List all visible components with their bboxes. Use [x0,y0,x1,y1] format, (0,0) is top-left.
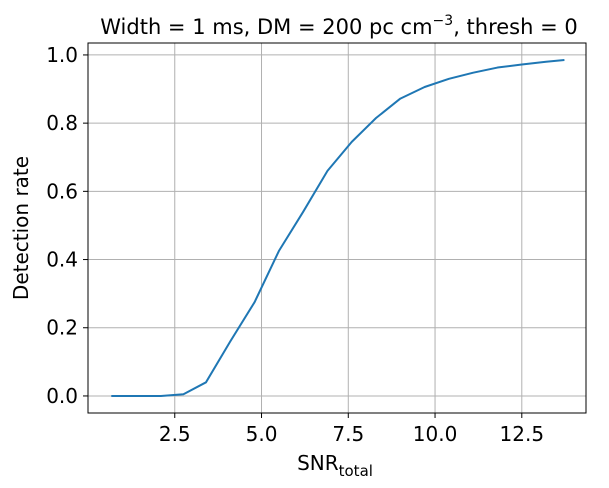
x-tick-label: 2.5 [159,422,191,446]
y-tick-label: 0.2 [46,316,78,340]
x-tick-labels: 2.5 5.0 7.5 10.0 12.5 [159,422,544,446]
x-axis-label-main: SNR [297,451,339,475]
y-tick-label: 0.0 [46,384,78,408]
plot-frame [87,42,587,414]
x-axis-label: SNRtotal [297,451,373,480]
chart-title: Width = 1 ms, DM = 200 pc cm−3, thresh =… [100,13,577,39]
series-line [111,58,565,397]
x-tick-label: 5.0 [246,422,278,446]
x-tick-label: 10.0 [413,422,458,446]
y-tick-label: 0.4 [46,248,78,272]
series-layer [111,58,565,397]
y-tick-label: 0.8 [46,111,78,135]
title-prefix: Width = 1 ms, DM = 200 pc cm [100,15,432,39]
title-suffix: , thresh = 0 [453,15,578,39]
grid-lines [88,43,586,413]
x-axis-label-subscript: total [339,462,373,480]
y-tick-label: 0.6 [46,179,78,203]
x-tick-label: 12.5 [500,422,545,446]
tick-marks [83,54,523,418]
y-tick-labels: 0.0 0.2 0.4 0.6 0.8 1.0 [46,43,78,408]
y-tick-label: 1.0 [46,43,78,67]
x-tick-label: 7.5 [332,422,364,446]
title-superscript: −3 [433,13,454,29]
y-axis-label: Detection rate [9,156,33,300]
